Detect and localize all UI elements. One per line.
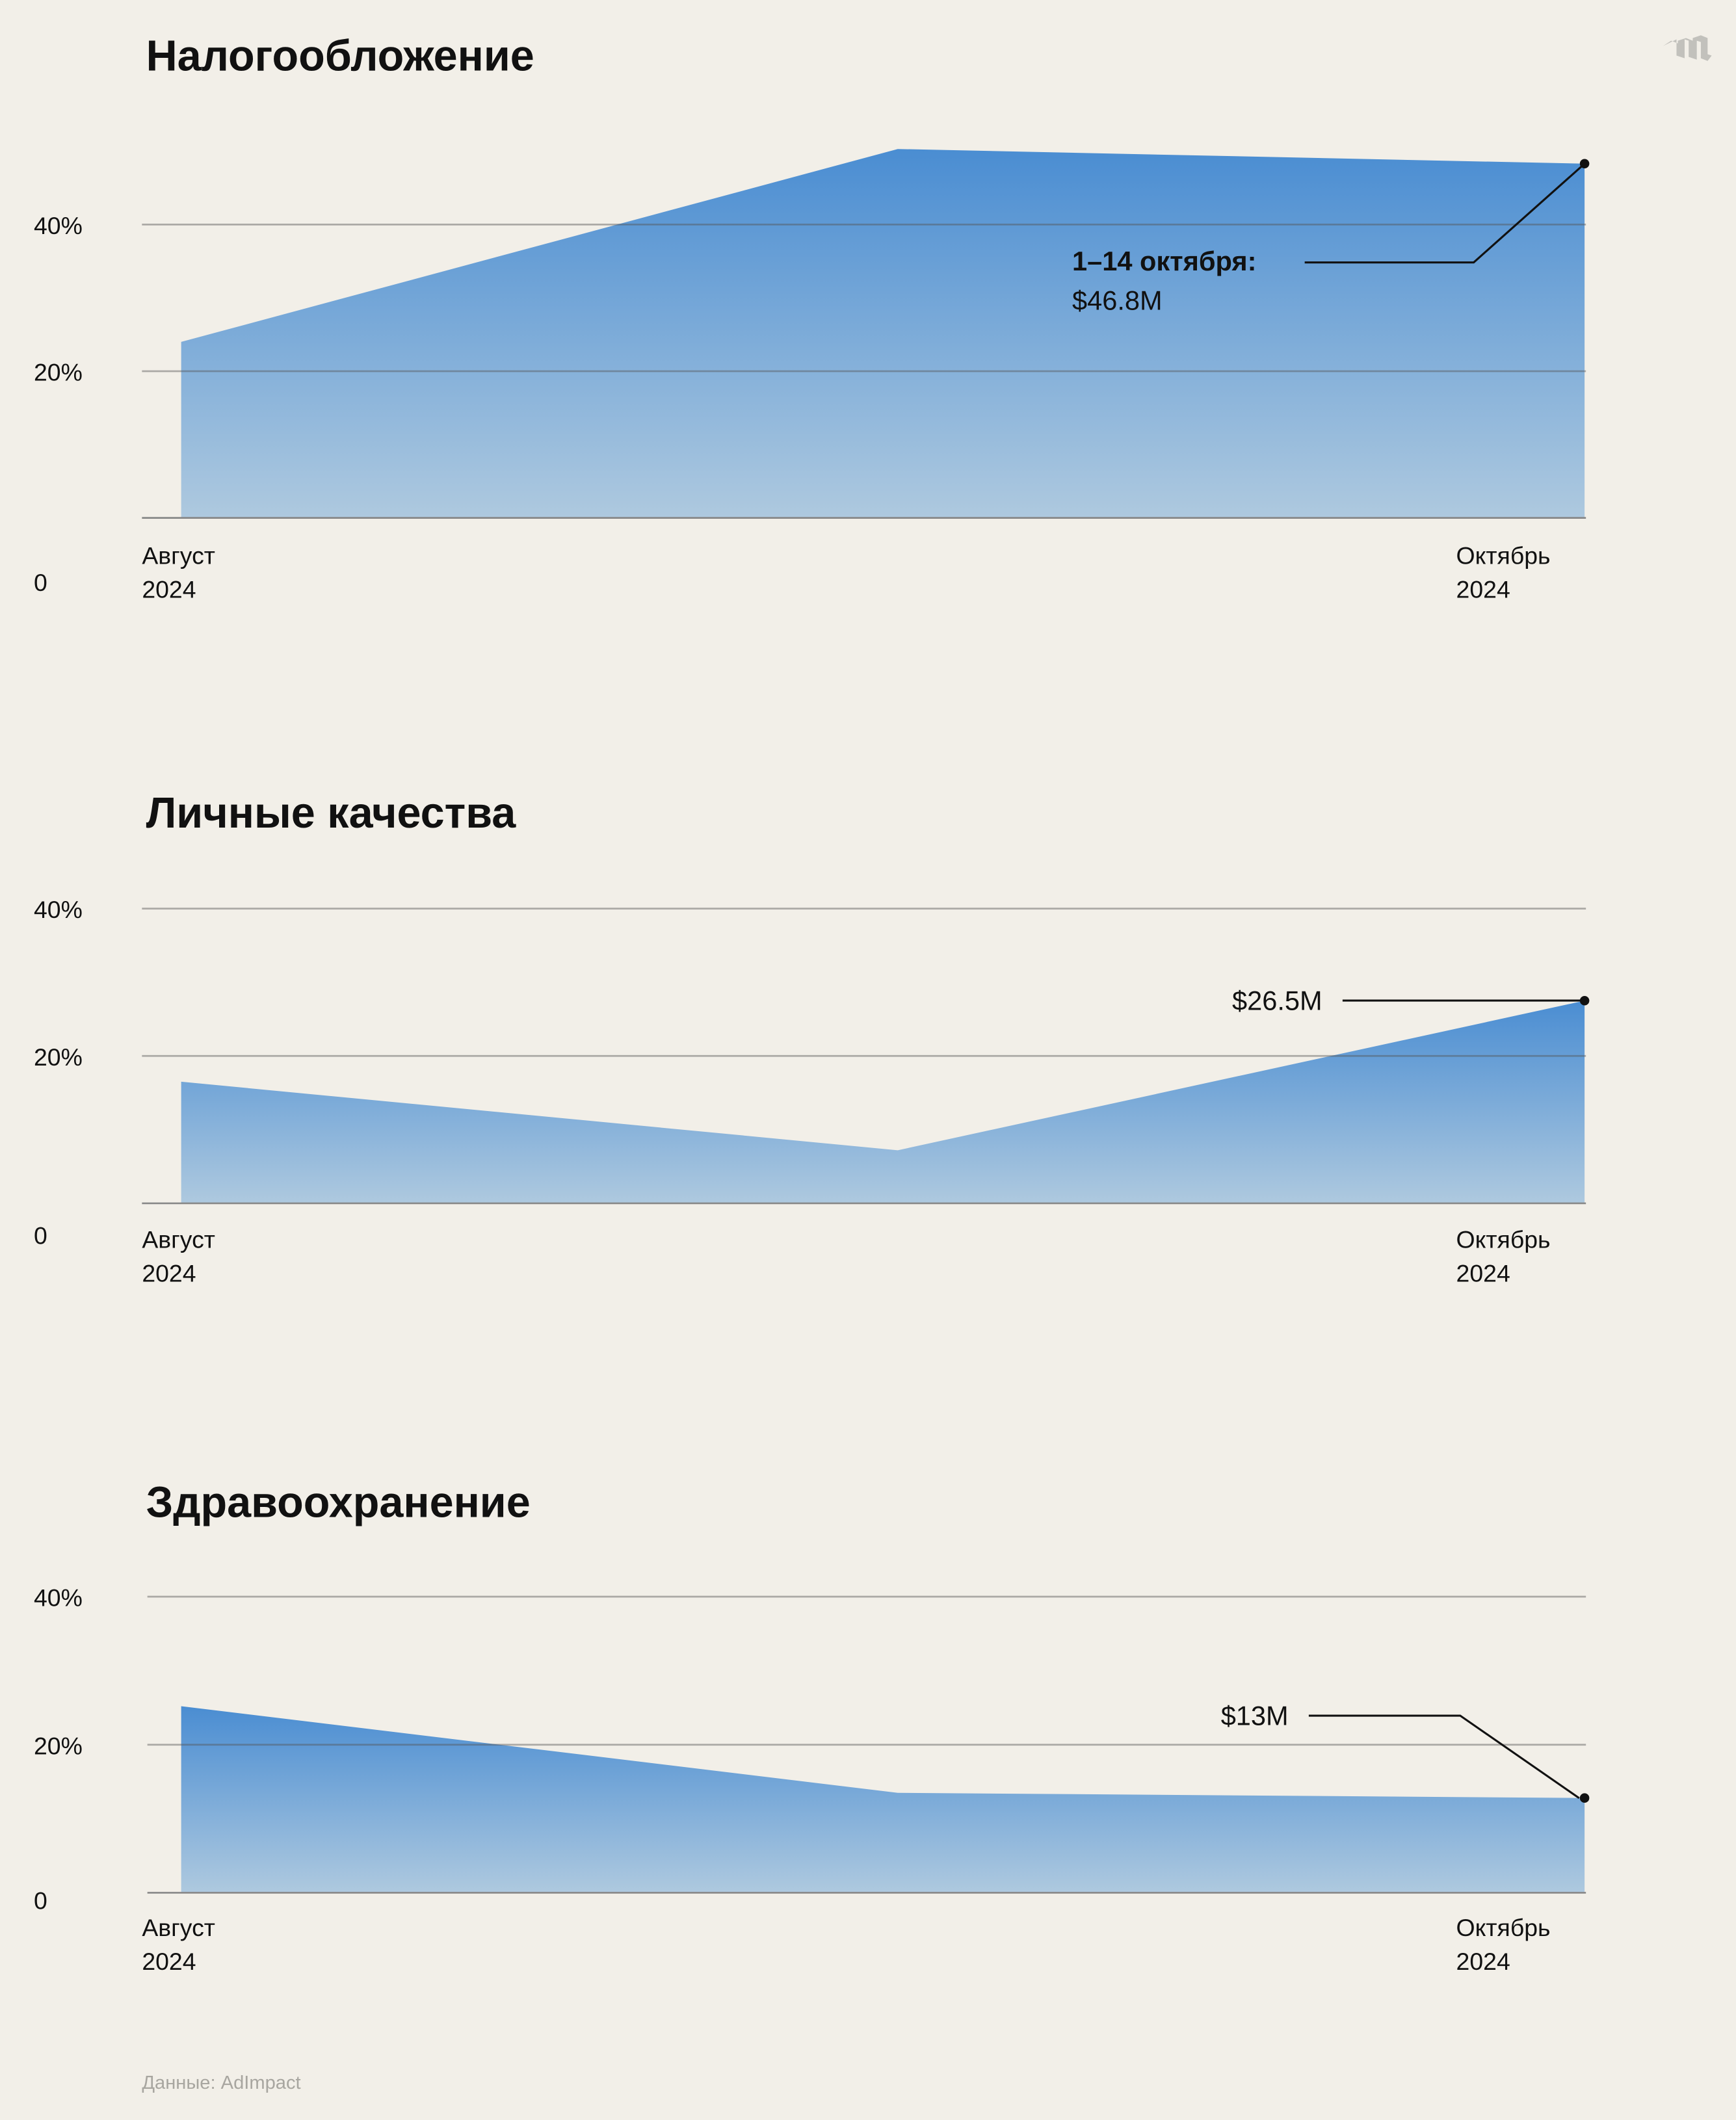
annotation-value: $46.8M <box>1072 285 1163 315</box>
area-series <box>181 1706 1585 1893</box>
x-tick-label: 2024 <box>142 1260 196 1287</box>
annotation-leader-line <box>1308 1714 1580 1799</box>
x-tick-label: 2024 <box>1456 1948 1510 1975</box>
x-tick-label: Август <box>142 1226 215 1253</box>
annotation-leader-line <box>1304 163 1586 264</box>
annotation-value: $26.5M <box>1232 986 1322 1016</box>
chart-3: Здравоохранение 0 20% 40% Август 2024 Октябрь 2… <box>34 1478 1590 1975</box>
chart-2: Личные качества 0 20% 40% Август 2024 Октябрь 2… <box>34 789 1590 1287</box>
annotation-label: 1–14 октября: <box>1072 246 1257 276</box>
area-series <box>181 149 1585 518</box>
y-tick-label: 20% <box>34 359 83 386</box>
x-tick-label: Август <box>142 542 215 569</box>
annotation-point <box>1579 159 1590 169</box>
y-tick-label: 0 <box>34 569 47 596</box>
chart-title: Здравоохранение <box>146 1478 531 1526</box>
y-tick-label: 40% <box>34 1584 83 1612</box>
source-note: Данные: AdImpact <box>142 2073 300 2093</box>
chart-title: Личные качества <box>146 789 517 837</box>
annotation-value: $13M <box>1221 1701 1289 1731</box>
x-tick-label: Октябрь <box>1456 542 1551 569</box>
x-tick-label: Октябрь <box>1456 1914 1551 1941</box>
x-tick-label: Октябрь <box>1456 1226 1551 1253</box>
y-tick-label: 0 <box>34 1222 47 1249</box>
logo <box>1663 35 1712 61</box>
x-tick-label: 2024 <box>1456 1260 1510 1287</box>
chart-title: Налогообложение <box>146 32 534 80</box>
x-tick-label: 2024 <box>142 1948 196 1975</box>
annotation-point <box>1579 995 1590 1006</box>
y-tick-label: 40% <box>34 896 83 923</box>
annotation-point <box>1579 1793 1590 1803</box>
area-series <box>181 1001 1585 1203</box>
y-tick-label: 20% <box>34 1732 83 1759</box>
x-tick-label: 2024 <box>1456 575 1510 603</box>
y-tick-label: 0 <box>34 1887 47 1914</box>
chart-1: Налогообложение 0 20% 40% Август 2024 Октябрь 2… <box>34 32 1590 603</box>
x-tick-label: Август <box>142 1914 215 1941</box>
x-tick-label: 2024 <box>142 575 196 603</box>
y-tick-label: 40% <box>34 212 83 239</box>
y-tick-label: 20% <box>34 1043 83 1071</box>
